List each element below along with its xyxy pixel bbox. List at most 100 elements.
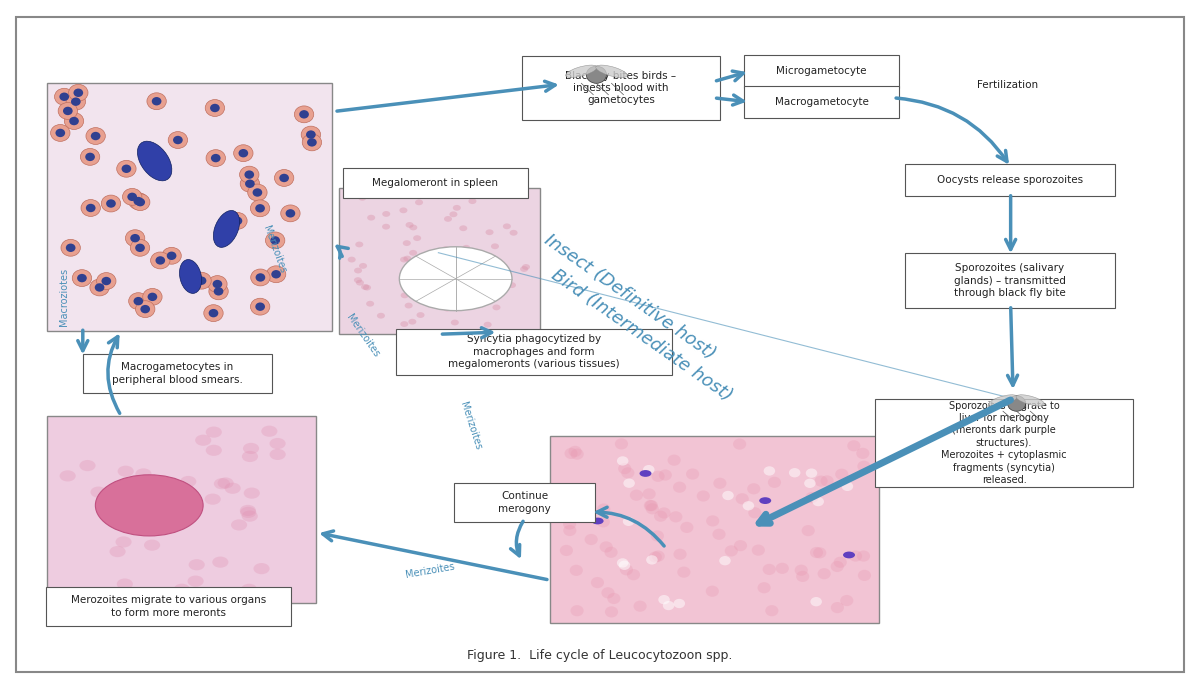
Ellipse shape [475,286,482,292]
Ellipse shape [810,597,822,606]
Ellipse shape [673,548,686,560]
FancyArrowPatch shape [323,531,547,580]
Ellipse shape [136,243,145,252]
Ellipse shape [857,460,870,472]
Ellipse shape [587,66,606,83]
Ellipse shape [299,110,308,119]
Ellipse shape [503,224,511,229]
Ellipse shape [503,269,510,275]
Ellipse shape [214,478,230,489]
Ellipse shape [570,605,583,617]
Ellipse shape [306,130,316,139]
Ellipse shape [80,149,100,165]
Ellipse shape [151,252,170,269]
Ellipse shape [605,606,618,617]
Ellipse shape [106,199,116,208]
Ellipse shape [252,188,263,196]
Ellipse shape [734,540,748,551]
Ellipse shape [1008,396,1026,411]
Ellipse shape [86,204,96,212]
Ellipse shape [491,243,499,249]
Text: Bird (Intermediate host): Bird (Intermediate host) [548,266,736,405]
Text: Merizoites: Merizoites [262,224,288,274]
Ellipse shape [618,463,631,474]
Ellipse shape [563,518,576,530]
FancyBboxPatch shape [905,164,1115,196]
Text: Macroziotes: Macroziotes [59,268,68,326]
Ellipse shape [622,467,635,479]
FancyBboxPatch shape [744,55,899,88]
Ellipse shape [383,211,390,217]
Ellipse shape [766,605,779,617]
Ellipse shape [251,200,270,217]
Ellipse shape [404,303,413,308]
Ellipse shape [416,312,425,318]
Ellipse shape [212,280,222,288]
Ellipse shape [725,546,738,557]
Ellipse shape [359,195,366,201]
Ellipse shape [188,559,205,570]
FancyArrowPatch shape [443,328,492,338]
Ellipse shape [60,471,76,481]
Ellipse shape [821,475,834,486]
Ellipse shape [224,483,241,494]
Ellipse shape [486,229,493,235]
Ellipse shape [590,577,604,588]
Ellipse shape [131,239,150,256]
Ellipse shape [307,138,317,147]
Ellipse shape [294,106,313,123]
Ellipse shape [367,215,376,220]
Ellipse shape [706,586,719,597]
Ellipse shape [670,512,683,522]
FancyBboxPatch shape [905,253,1115,308]
Ellipse shape [90,486,107,498]
Ellipse shape [630,490,643,501]
Ellipse shape [240,175,259,192]
Text: Figure 1.  Life cycle of Leucocytozoon spp.: Figure 1. Life cycle of Leucocytozoon sp… [467,649,733,662]
Text: Merizoites: Merizoites [458,400,484,451]
Ellipse shape [71,98,80,106]
Ellipse shape [650,531,664,542]
Ellipse shape [256,302,265,311]
Ellipse shape [66,93,85,110]
Ellipse shape [356,280,364,286]
Ellipse shape [858,569,871,581]
Ellipse shape [673,481,686,493]
Circle shape [844,552,856,559]
Ellipse shape [204,305,223,322]
Text: Syncytia phagocytized by
macrophages and form
megalomeronts (various tissues): Syncytia phagocytized by macrophages and… [449,334,620,369]
Ellipse shape [265,232,284,249]
Ellipse shape [164,504,180,515]
Ellipse shape [598,503,611,515]
Text: Sporozoites (salivary
glands) – transmitted
through black fly bite: Sporozoites (salivary glands) – transmit… [954,263,1066,298]
Ellipse shape [510,230,517,236]
Ellipse shape [569,446,582,457]
Ellipse shape [706,516,719,527]
Ellipse shape [210,104,220,113]
FancyArrowPatch shape [760,400,1010,523]
Ellipse shape [595,65,628,78]
Ellipse shape [205,445,222,456]
Ellipse shape [634,601,647,612]
FancyArrowPatch shape [896,98,1007,162]
Ellipse shape [577,491,590,502]
Ellipse shape [451,320,458,325]
Ellipse shape [180,260,202,293]
Ellipse shape [197,276,206,285]
FancyArrowPatch shape [337,246,348,258]
Ellipse shape [751,544,764,556]
Ellipse shape [456,256,464,263]
FancyArrowPatch shape [716,95,743,105]
Ellipse shape [206,149,226,166]
Ellipse shape [400,256,408,263]
Ellipse shape [50,125,70,141]
Ellipse shape [658,507,671,518]
Ellipse shape [673,599,685,608]
Text: Fertilization: Fertilization [977,80,1038,90]
Ellipse shape [455,256,462,263]
Ellipse shape [804,479,816,488]
Ellipse shape [649,552,662,563]
Ellipse shape [266,266,286,283]
Ellipse shape [713,477,726,489]
Ellipse shape [151,97,162,106]
